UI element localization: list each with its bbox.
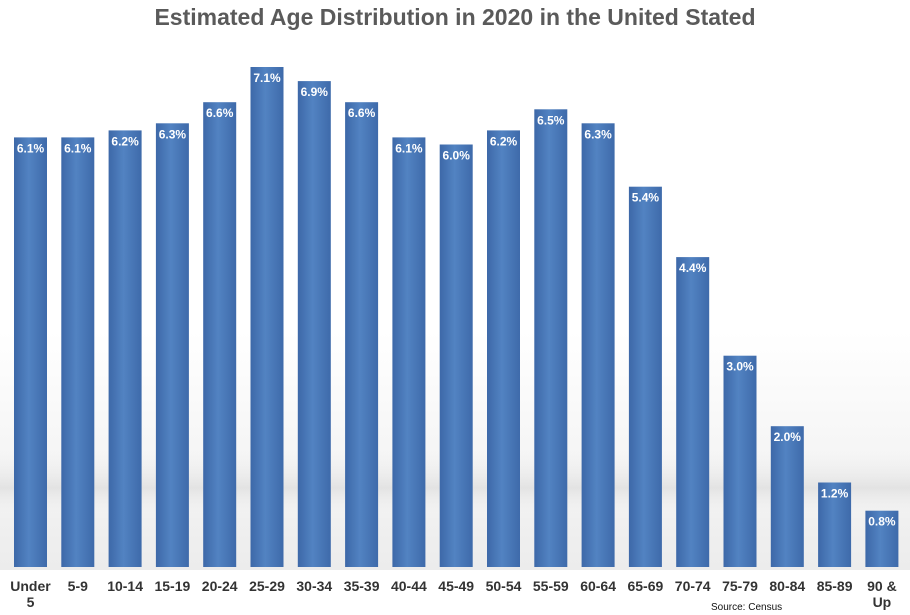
data-label-17: 1.2% xyxy=(821,487,849,501)
bar-16 xyxy=(770,426,804,567)
data-label-18: 0.8% xyxy=(868,515,896,529)
source-note: Source: Census xyxy=(711,602,783,613)
bar-14 xyxy=(676,257,710,567)
bar-3 xyxy=(155,123,189,568)
data-label-4: 6.6% xyxy=(206,106,234,120)
x-tick-label-11: 55-59 xyxy=(533,578,569,594)
x-tick-label-7: 35-39 xyxy=(344,578,380,594)
x-tick-label-4: 20-24 xyxy=(202,578,238,594)
x-tick-label-1: 5-9 xyxy=(68,578,88,594)
bar-0 xyxy=(14,137,47,567)
data-label-16: 2.0% xyxy=(774,430,802,444)
x-tick-label-16: 80-84 xyxy=(769,578,805,594)
data-label-15: 3.0% xyxy=(726,360,754,374)
bar-7 xyxy=(345,102,379,567)
data-label-10: 6.2% xyxy=(490,134,518,148)
x-tick-label-8: 40-44 xyxy=(391,578,427,594)
x-tick-label-10: 50-54 xyxy=(486,578,522,594)
bar-6 xyxy=(297,81,331,567)
bar-2 xyxy=(108,130,142,567)
x-tick-label-2: 10-14 xyxy=(107,578,143,594)
bar-8 xyxy=(392,137,426,567)
x-tick-label-12: 60-64 xyxy=(580,578,616,594)
data-label-0: 6.1% xyxy=(17,141,45,155)
bar-5 xyxy=(250,67,284,567)
bar-17 xyxy=(818,482,852,567)
x-tick-label-3: 15-19 xyxy=(154,578,190,594)
data-label-8: 6.1% xyxy=(395,141,423,155)
data-label-1: 6.1% xyxy=(64,141,92,155)
data-label-9: 6.0% xyxy=(443,149,471,163)
bar-11 xyxy=(534,109,568,568)
chart-title: Estimated Age Distribution in 2020 in th… xyxy=(154,4,756,30)
data-label-5: 7.1% xyxy=(253,71,281,85)
x-tick-label-15: 75-79 xyxy=(722,578,758,594)
x-tick-label-0: Under 5 xyxy=(10,578,51,610)
x-tick-label-9: 45-49 xyxy=(438,578,474,594)
x-tick-label-13: 65-69 xyxy=(627,578,663,594)
data-label-11: 6.5% xyxy=(537,113,565,127)
bar-1 xyxy=(61,137,95,567)
x-tick-label-14: 70-74 xyxy=(675,578,711,594)
data-label-2: 6.2% xyxy=(111,134,139,148)
bar-9 xyxy=(439,144,473,567)
data-label-14: 4.4% xyxy=(679,261,707,275)
data-label-13: 5.4% xyxy=(632,191,660,205)
data-label-6: 6.9% xyxy=(301,85,329,99)
data-label-12: 6.3% xyxy=(584,127,612,141)
x-tick-label-6: 30-34 xyxy=(296,578,332,594)
x-tick-label-18: 90 & Up xyxy=(867,578,897,610)
bar-12 xyxy=(581,123,615,568)
data-label-3: 6.3% xyxy=(159,127,187,141)
bar-18 xyxy=(865,510,899,567)
bar-4 xyxy=(203,102,237,567)
bar-13 xyxy=(628,186,662,567)
bar-10 xyxy=(487,130,520,567)
x-tick-label-5: 25-29 xyxy=(249,578,285,594)
data-label-7: 6.6% xyxy=(348,106,376,120)
x-tick-label-17: 85-89 xyxy=(817,578,853,594)
bar-15 xyxy=(723,355,757,567)
